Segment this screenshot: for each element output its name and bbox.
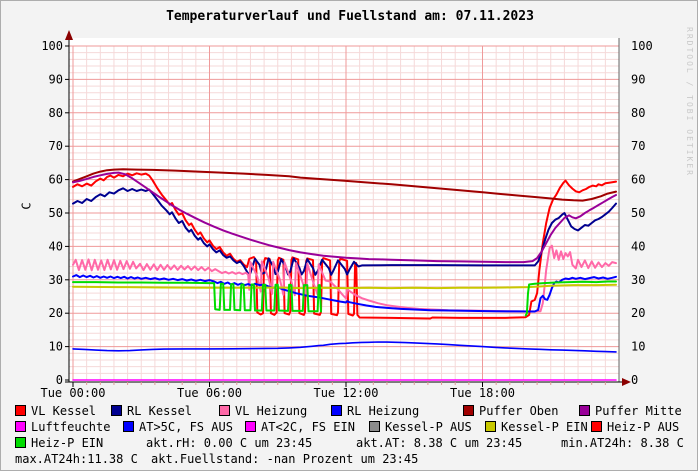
y-tick-label-right: 20 [631,306,645,320]
y-tick-label-right: 50 [631,206,645,220]
legend-item-label: AT>5C, FS AUS [139,420,233,434]
legend-color-swatch [463,405,474,416]
y-tick-label-left: 50 [49,206,63,220]
legend-color-swatch [485,421,496,432]
legend-item: Puffer Mitte [579,405,682,418]
chart-canvas: 0 0 10 10 20 20 30 30 40 40 50 50 60 60 70 70 80 80 90 90 10… [40,30,653,400]
legend-item-label: Puffer Mitte [595,404,682,418]
legend-item: RL Heizung [331,405,419,418]
y-tick-label-right: 10 [631,340,645,354]
legend-item-label: Puffer Oben [479,404,559,418]
y-tick-label-right: 80 [631,106,645,120]
legend-item-label: Heiz-P AUS [607,420,680,434]
x-tick-label: Tue 18:00 [450,386,515,400]
y-axis-arrow-icon [65,30,73,40]
legend-color-swatch [331,405,342,416]
legend-color-swatch [219,405,230,416]
x-axis-arrow-icon [622,378,631,386]
y-tick-label-left: 90 [49,72,63,86]
legend-item: Heiz-P AUS [591,421,679,434]
legend: VL Kessel RL Kessel VL Heizung RL Heizung Pu… [1,401,697,470]
y-tick-label-left: 10 [49,340,63,354]
legend-color-swatch [15,437,26,448]
y-tick-label-left: 100 [41,39,63,53]
legend-item-label: Kessel-P AUS [385,420,472,434]
y-axis-unit-label: C [19,202,34,210]
legend-color-swatch [15,421,26,432]
y-tick-label-left: 0 [56,373,63,387]
y-tick-label-right: 70 [631,139,645,153]
legend-color-swatch [123,421,134,432]
legend-stat-text: akt.rH: 0.00 C um 23:45 [146,436,313,450]
series-puffer-oben [72,168,617,202]
y-tick-label-right: 100 [631,39,653,53]
legend-item: AT>5C, FS AUS [123,421,233,434]
y-tick-label-right: 30 [631,273,645,287]
legend-item: Luftfeuchte [15,421,110,434]
y-tick-label-left: 60 [49,173,63,187]
chart-title: Temperaturverlauf und Fuellstand am: 07.… [166,9,534,24]
rrdtool-watermark: RRDTOOL / TOBI OETIKER [685,27,694,177]
legend-item: Kessel-P EIN [485,421,588,434]
legend-item: VL Kessel [15,405,96,418]
legend-color-swatch [579,405,590,416]
series-vl-kessel [72,172,617,320]
legend-stat-text: min.AT24h: 8.38 C [561,436,684,450]
legend-color-swatch [111,405,122,416]
legend-color-swatch [369,421,380,432]
y-tick-label-right: 40 [631,239,645,253]
legend-item-label: VL Heizung [235,404,308,418]
y-tick-label-right: 0 [631,373,638,387]
legend-item: Puffer Oben [463,405,558,418]
legend-item-label: RL Kessel [127,404,193,418]
y-tick-label-left: 70 [49,139,63,153]
legend-item: Kessel-P AUS [369,421,472,434]
legend-item-label: RL Heizung [347,404,420,418]
y-tick-label-left: 40 [49,239,63,253]
y-tick-label-right: 90 [631,72,645,86]
plot-area [69,38,619,382]
series-heiz-p-ein [72,281,322,313]
series-puffer-mitte [72,171,617,264]
y-tick-label-left: 30 [49,273,63,287]
series-heiz-p-ein [524,280,617,317]
legend-stat-text: akt.Fuellstand: -nan Prozent um 23:45 [151,452,419,466]
y-tick-label-right: 60 [631,173,645,187]
legend-item: Heiz-P EIN [15,437,103,450]
legend-item: AT<2C, FS EIN [245,421,355,434]
legend-color-swatch [15,405,26,416]
legend-item: RL Kessel [111,405,192,418]
x-tick-label: Tue 00:00 [40,386,105,400]
series-at [72,341,617,353]
legend-item-label: VL Kessel [31,404,97,418]
legend-item-label: Luftfeuchte [31,420,111,434]
legend-color-swatch [591,421,602,432]
x-tick-label: Tue 12:00 [313,386,378,400]
legend-item-label: Heiz-P EIN [31,436,104,450]
y-tick-label-left: 20 [49,306,63,320]
legend-item: VL Heizung [219,405,307,418]
legend-item-label: Kessel-P EIN [501,420,588,434]
legend-stat-text: max.AT24h:11.38 C [15,452,138,466]
series-kessel-p-ein [72,283,617,290]
series-vl-heizung [72,244,617,313]
x-tick-label: Tue 06:00 [177,386,242,400]
legend-stat-text: akt.AT: 8.38 C um 23:45 [356,436,523,450]
legend-item-label: AT<2C, FS EIN [261,420,355,434]
y-tick-label-left: 80 [49,106,63,120]
legend-color-swatch [245,421,256,432]
